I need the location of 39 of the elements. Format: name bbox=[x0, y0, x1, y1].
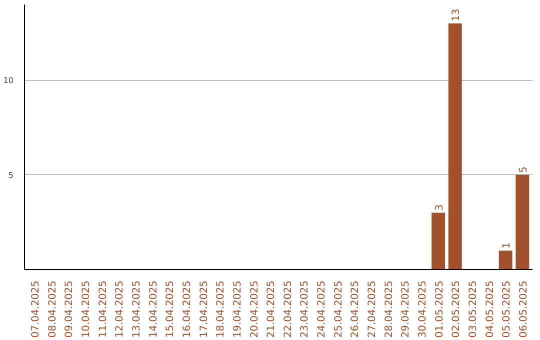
x-tick-label: 01.05.2025 bbox=[434, 280, 446, 338]
x-tick-label: 18.04.2025 bbox=[216, 280, 227, 338]
x-tick-label: 04.05.2025 bbox=[484, 280, 496, 338]
x-tick-label: 15.04.2025 bbox=[165, 280, 176, 338]
x-tick-label: 29.04.2025 bbox=[400, 280, 412, 338]
x-tick-label: 12.04.2025 bbox=[114, 280, 126, 338]
x-tick-label: 27.04.2025 bbox=[367, 280, 378, 338]
bar bbox=[448, 23, 462, 270]
x-tick-label: 16.04.2025 bbox=[182, 280, 193, 338]
x-tick-label: 19.04.2025 bbox=[232, 280, 244, 338]
y-tick-label: 10 bbox=[3, 76, 14, 86]
x-tick-label: 25.04.2025 bbox=[333, 280, 344, 338]
x-tick-label: 26.04.2025 bbox=[350, 280, 362, 338]
x-tick-label: 28.04.2025 bbox=[384, 280, 395, 338]
x-tick-label: 24.04.2025 bbox=[316, 280, 328, 338]
x-tick-label: 02.05.2025 bbox=[451, 280, 462, 338]
x-tick-label: 20.04.2025 bbox=[249, 280, 260, 338]
data-label: 3 bbox=[434, 204, 446, 211]
x-tick-label: 03.05.2025 bbox=[468, 280, 479, 338]
x-tick-label: 17.04.2025 bbox=[198, 280, 210, 338]
bar bbox=[432, 212, 446, 270]
x-tick-label: 30.04.2025 bbox=[417, 280, 428, 338]
data-label: 1 bbox=[502, 242, 513, 249]
x-tick-label: 13.04.2025 bbox=[132, 280, 143, 338]
x-tick-label: 05.05.2025 bbox=[502, 280, 513, 338]
data-label: 13 bbox=[451, 8, 462, 22]
x-tick-label: 14.04.2025 bbox=[148, 280, 160, 338]
data-label: 5 bbox=[518, 166, 530, 173]
x-tick-label: 21.04.2025 bbox=[266, 280, 278, 338]
x-tick-label: 09.04.2025 bbox=[64, 280, 76, 338]
x-tick-label: 23.04.2025 bbox=[300, 280, 311, 338]
bar bbox=[516, 174, 530, 270]
x-tick-label: 11.04.2025 bbox=[98, 280, 109, 338]
x-tick-label: 10.04.2025 bbox=[81, 280, 92, 338]
x-tick-label: 06.05.2025 bbox=[518, 280, 530, 338]
x-tick-label: 07.04.2025 bbox=[30, 280, 42, 338]
x-tick-label: 22.04.2025 bbox=[282, 280, 294, 338]
bar bbox=[498, 250, 512, 270]
x-tick-label: 08.04.2025 bbox=[47, 280, 58, 338]
